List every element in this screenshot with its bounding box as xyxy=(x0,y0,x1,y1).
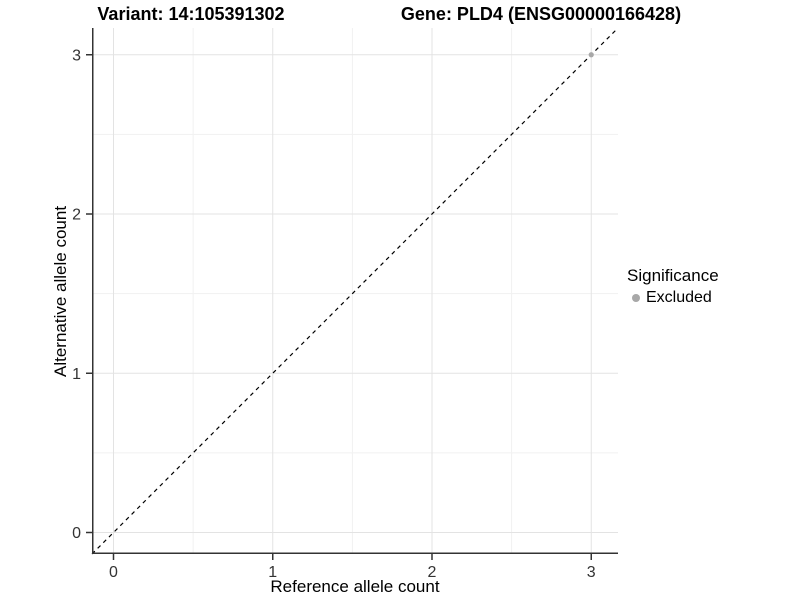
plot-panel: 0 1 2 3 0 1 2 3 xyxy=(72,27,619,581)
x-tick-label: 1 xyxy=(268,564,277,581)
legend: Significance Excluded xyxy=(627,266,719,307)
y-axis-title: Alternative allele count xyxy=(51,205,70,377)
plot-title-gene: Gene: PLD4 (ENSG00000166428) xyxy=(400,4,682,24)
x-tick-label: 3 xyxy=(587,564,596,581)
plot-canvas: 0 1 2 3 0 1 2 3 xyxy=(72,27,619,581)
legend-entry-label: Excluded xyxy=(646,289,712,306)
x-axis-title: Reference allele count xyxy=(270,577,440,596)
plot-title-variant: Variant: 14:105391302 xyxy=(97,4,285,24)
x-tick-label: 0 xyxy=(109,564,118,581)
y-tick-label: 2 xyxy=(72,207,81,224)
legend-point-icon xyxy=(632,294,640,302)
data-point-excluded xyxy=(588,52,594,58)
legend-entry-excluded: Excluded xyxy=(627,289,719,307)
legend-title: Significance xyxy=(627,266,719,285)
y-tick-label: 3 xyxy=(72,47,81,64)
x-tick-label: 2 xyxy=(428,564,437,581)
identity-line xyxy=(91,27,619,555)
y-tick-label: 1 xyxy=(72,366,81,383)
y-tick-label: 0 xyxy=(72,525,81,542)
